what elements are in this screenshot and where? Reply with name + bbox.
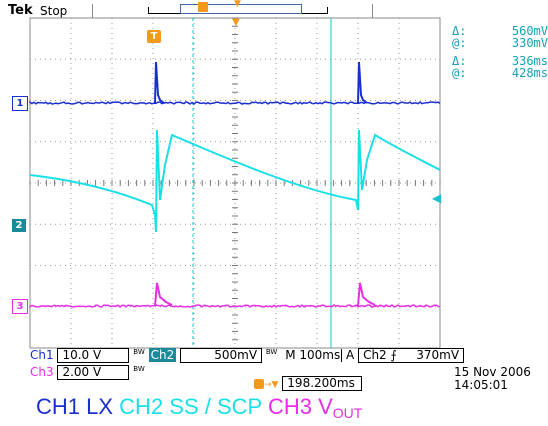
trigger-type: A	[346, 348, 354, 362]
trigger-point-arrow-icon: ▼	[232, 17, 240, 28]
trigger-position-icon	[254, 379, 264, 389]
ch3-ground-marker[interactable]: 3	[12, 299, 28, 314]
bw-indicator: BW	[133, 365, 144, 373]
ch1-caption: CH1 LX	[36, 394, 113, 419]
ch2-scale[interactable]: 500mV	[180, 348, 262, 363]
timestamp: 15 Nov 2006 14:05:01	[454, 366, 531, 392]
graticule	[30, 18, 440, 348]
time-at: 428ms	[512, 67, 548, 79]
ch2-ground-marker[interactable]: 2	[12, 219, 26, 232]
settings-row-1: Ch1 10.0 V BW Ch2 500mV BW M 100ms A Ch2…	[30, 348, 464, 363]
ch3-label: Ch3	[30, 365, 54, 379]
trigger-level: 370mV	[416, 349, 459, 362]
trigger-level-marker-icon: ◀	[432, 191, 441, 205]
trigger-marker: T	[147, 30, 161, 43]
ch3-trace	[30, 305, 440, 307]
trigger-position-value[interactable]: 198.200ms	[282, 376, 362, 391]
ch1-trace	[30, 102, 440, 104]
ch3-bump	[155, 283, 172, 306]
ch1-label: Ch1	[30, 348, 54, 362]
ch1-spike	[358, 62, 367, 103]
trigger-source: Ch2	[363, 348, 387, 362]
timebase[interactable]: M 100ms	[281, 349, 342, 362]
ch1-scale[interactable]: 10.0 V	[57, 348, 129, 363]
legend-caption: CH1 LX CH2 SS / SCP CH3 VOUT	[36, 394, 362, 421]
trigger-slope-icon: ⨍	[391, 348, 397, 362]
ch3-scale[interactable]: 2.00 V	[57, 365, 129, 380]
voltage-at: 330mV	[512, 37, 548, 49]
ch2-label: Ch2	[149, 348, 177, 362]
arrow-right-icon: →▼	[264, 380, 278, 390]
ch3-caption: CH3 VOUT	[268, 394, 362, 419]
at-label: @:	[452, 67, 466, 79]
ch3-caption-text: CH3 V	[268, 394, 333, 419]
trigger-settings[interactable]: Ch2 ⨍ 370mV	[358, 348, 464, 363]
ch1-spike	[155, 62, 164, 103]
bw-indicator: BW	[133, 348, 144, 356]
bw-indicator: BW	[266, 348, 277, 356]
ch1-ground-marker[interactable]: 1	[12, 96, 28, 111]
ch3-bump	[358, 283, 375, 306]
time: 14:05:01	[454, 379, 531, 392]
ch2-caption: CH2 SS / SCP	[119, 394, 262, 419]
trigger-position: →▼ 198.200ms	[254, 376, 362, 391]
ch3-caption-subscript: OUT	[333, 405, 363, 421]
cursor-readouts: Δ: 560mV @: 330mV Δ: 336ms @: 428ms	[452, 25, 548, 79]
at-label: @:	[452, 37, 466, 49]
settings-row-2: Ch3 2.00 V BW	[30, 365, 145, 380]
